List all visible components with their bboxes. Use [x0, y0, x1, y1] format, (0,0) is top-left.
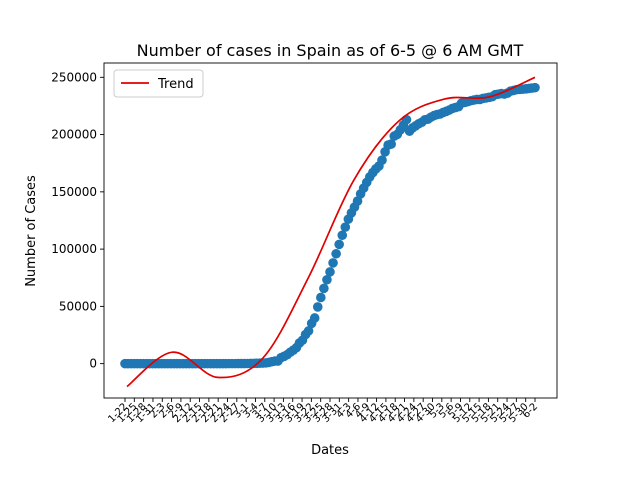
data-point — [530, 82, 540, 93]
data-point — [328, 258, 338, 268]
y-tick-label: 50000 — [59, 299, 97, 313]
data-point — [386, 139, 396, 149]
y-tick-label: 250000 — [51, 70, 97, 84]
y-axis-label: Number of Cases — [24, 175, 39, 287]
data-point — [316, 292, 326, 303]
data-point — [325, 267, 335, 277]
data-point — [303, 326, 314, 336]
data-point — [319, 283, 329, 294]
data-point — [352, 196, 363, 206]
y-tick-label: 200000 — [51, 128, 97, 142]
y-axis: 0 50000 100000 150000 200000 250000 — [51, 70, 104, 371]
data-point — [312, 302, 323, 312]
y-tick-label: 100000 — [51, 242, 97, 256]
trend-line — [126, 76, 536, 388]
x-axis: 1-221-251-281-312-32-62-92-122-152-182-2… — [106, 398, 540, 425]
data-point — [309, 313, 320, 323]
y-tick-label: 0 — [89, 357, 97, 371]
plot-area-frame — [103, 62, 558, 399]
legend-trend-label: Trend — [157, 77, 194, 92]
data-point — [337, 230, 348, 241]
legend: Trend — [113, 69, 204, 98]
data-point — [334, 239, 344, 250]
data-point — [331, 248, 341, 259]
legend-box — [113, 69, 204, 98]
chart-title: Number of cases in Spain as of 6-5 @ 6 A… — [137, 41, 524, 60]
data-point — [322, 274, 332, 285]
y-tick-label: 150000 — [51, 185, 97, 199]
data-point — [340, 222, 351, 232]
x-axis-label: Dates — [311, 443, 349, 458]
data-point — [377, 155, 387, 165]
scatter-series — [120, 82, 540, 369]
